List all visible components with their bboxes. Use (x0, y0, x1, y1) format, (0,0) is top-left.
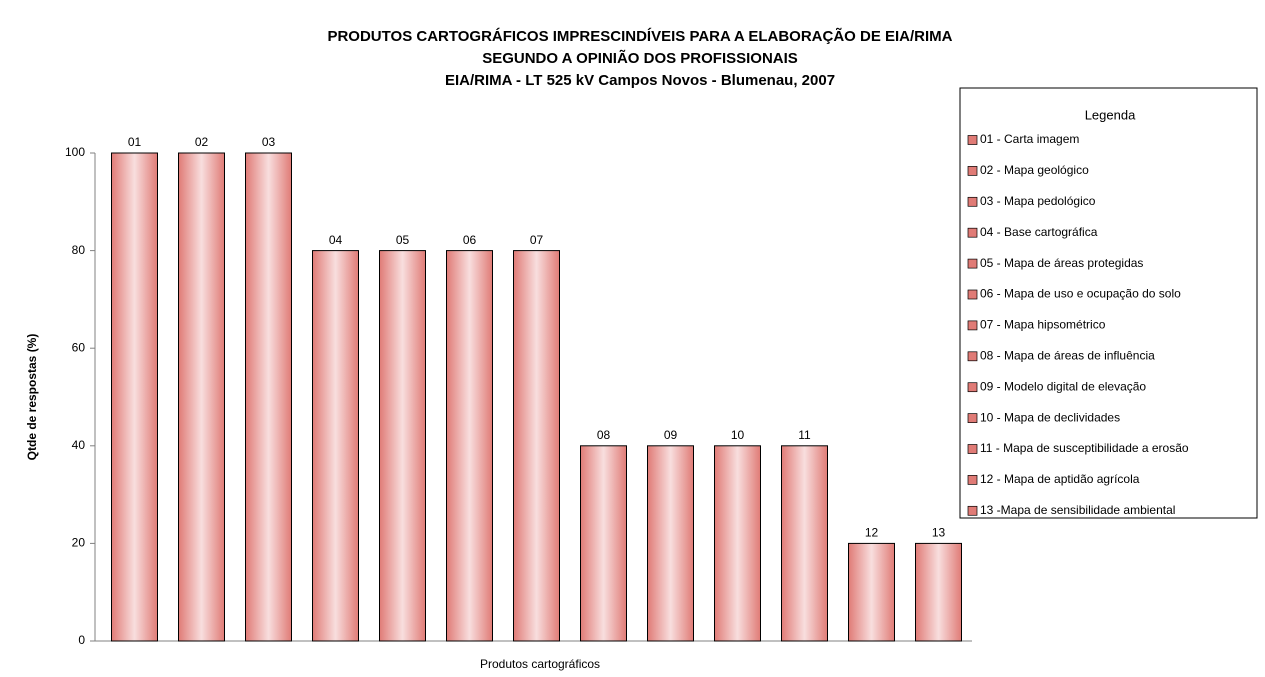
legend-entry: 02 - Mapa geológico (980, 163, 1089, 177)
legend-entry: 07 - Mapa hipsométrico (980, 318, 1106, 332)
chart-subtitle: SEGUNDO A OPINIÃO DOS PROFISSIONAIS (482, 49, 798, 67)
bar-category-label: 07 (530, 233, 544, 247)
chart-subtitle: EIA/RIMA - LT 525 kV Campos Novos - Blum… (445, 72, 835, 89)
legend-swatch (967, 413, 978, 423)
legend-swatch (967, 505, 978, 516)
bar (915, 542, 962, 642)
bar-category-label: 03 (262, 135, 276, 149)
bar-category-label: 08 (597, 428, 611, 442)
legend-entry: 01 - Carta imagem (980, 132, 1079, 146)
bar-category-label: 13 (932, 526, 946, 540)
legend-swatch (967, 382, 978, 393)
legend-entry: 05 - Mapa de áreas protegidas (980, 256, 1143, 270)
legend-entry: 13 -Mapa de sensibilidade ambiental (980, 503, 1175, 517)
bar-category-label: 05 (396, 233, 410, 247)
chart-title: PRODUTOS CARTOGRÁFICOS IMPRESCINDÍVEIS P… (327, 27, 952, 45)
legend-swatch (967, 135, 978, 145)
bar-category-label: 12 (865, 526, 879, 540)
legend-swatch (967, 320, 978, 331)
bar (245, 152, 292, 642)
legend-swatch (967, 444, 978, 454)
legend-entry: 04 - Base cartográfica (980, 225, 1098, 239)
legend-swatch (967, 227, 978, 238)
legend-entry: 08 - Mapa de áreas de influência (980, 348, 1155, 362)
x-axis-label: Produtos cartográficos (480, 657, 600, 671)
bar (714, 445, 761, 642)
bar (647, 445, 694, 642)
y-tick-label: 0 (78, 633, 85, 647)
legend-swatch (967, 166, 978, 176)
bar (379, 250, 426, 642)
legend-title: Legenda (1085, 107, 1136, 122)
bar-category-label: 09 (664, 428, 678, 442)
bar (848, 542, 895, 642)
legend-entry: 10 - Mapa de declividades (980, 410, 1120, 424)
bar (446, 250, 493, 642)
legend-entry: 06 - Mapa de uso e ocupação do solo (980, 287, 1181, 301)
y-tick-label: 40 (72, 438, 86, 452)
legend-entry: 11 - Mapa de susceptibilidade a erosão (980, 441, 1189, 455)
legend-box (959, 87, 1258, 519)
bar (513, 250, 560, 642)
bar-category-label: 01 (128, 135, 142, 149)
legend-entry: 09 - Modelo digital de elevação (980, 379, 1146, 393)
bar-category-label: 06 (463, 233, 477, 247)
bar (580, 445, 627, 642)
y-tick-label: 80 (72, 243, 86, 257)
bar (111, 152, 158, 642)
legend-swatch (967, 475, 978, 485)
bar-category-label: 10 (731, 428, 745, 442)
legend-swatch (967, 351, 978, 362)
bar-category-label: 04 (329, 233, 343, 247)
bar-category-label: 11 (798, 428, 811, 442)
bar-category-label: 02 (195, 135, 209, 149)
y-axis-label: Qtde de respostas (%) (25, 334, 39, 461)
y-tick-label: 20 (72, 536, 86, 550)
y-tick-label: 100 (65, 145, 85, 159)
bar (781, 445, 828, 642)
legend-swatch (967, 258, 978, 269)
bar (178, 152, 225, 642)
y-tick-label: 60 (72, 340, 86, 354)
bar (312, 250, 359, 642)
legend-swatch (967, 289, 978, 300)
legend-entry: 12 - Mapa de aptidão agrícola (980, 472, 1140, 486)
legend-entry: 03 - Mapa pedológico (980, 194, 1096, 208)
legend-swatch (967, 196, 978, 207)
